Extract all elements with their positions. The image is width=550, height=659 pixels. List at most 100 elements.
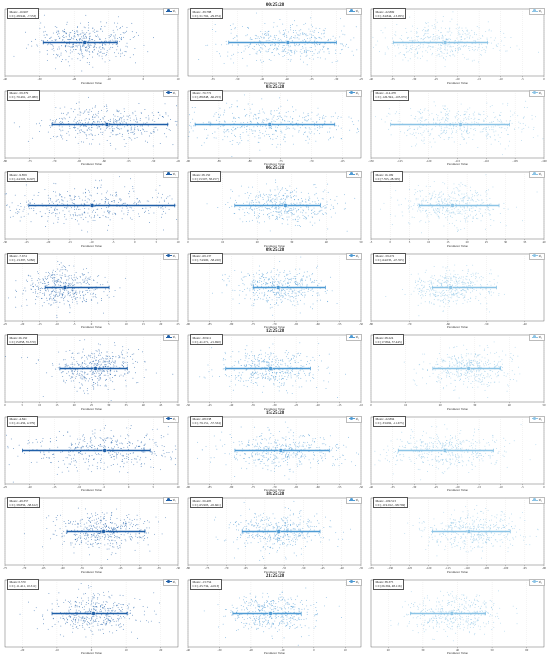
sample-point: [447, 138, 449, 140]
sample-point: [42, 292, 44, 294]
sample-point: [309, 202, 311, 204]
sample-point: [300, 191, 302, 193]
sample-point: [134, 48, 136, 49]
sample-point: [267, 299, 269, 301]
sample-point: [412, 46, 414, 48]
sample-point: [93, 216, 95, 218]
sample-point: [297, 34, 299, 35]
sample-point: [69, 294, 71, 296]
sample-point: [315, 192, 317, 194]
sample-point: [314, 30, 316, 32]
sample-point: [283, 30, 285, 31]
sample-point: [290, 38, 292, 40]
sample-point: [292, 121, 294, 122]
sample-point: [97, 188, 98, 189]
sample-point: [467, 127, 469, 129]
sample-point: [466, 132, 468, 134]
sample-point: [256, 44, 258, 46]
sample-point: [112, 127, 113, 129]
sample-point: [257, 289, 259, 291]
sample-point: [318, 127, 320, 129]
sample-point: [427, 47, 429, 49]
sample-point: [297, 283, 299, 284]
sample-point: [119, 286, 121, 288]
sample-point: [53, 276, 55, 278]
sample-point: [471, 29, 473, 31]
sample-point: [290, 37, 292, 39]
sample-point: [444, 203, 446, 205]
sample-point: [69, 125, 71, 127]
sample-point: [283, 194, 285, 196]
sample-point: [104, 25, 106, 27]
sample-point: [465, 209, 467, 211]
sample-point: [259, 277, 261, 279]
sample-point: [353, 123, 355, 125]
sample-point: [219, 114, 221, 116]
sample-point: [64, 296, 66, 298]
sample-point: [437, 49, 439, 51]
sample-point: [478, 46, 480, 48]
sample-point: [255, 52, 257, 54]
sample-point: [411, 133, 413, 135]
sample-point: [85, 121, 86, 123]
sample-point: [19, 125, 21, 127]
sample-point: [86, 50, 88, 52]
sample-point: [416, 205, 418, 207]
sample-point: [309, 39, 311, 41]
sample-point: [79, 53, 80, 55]
sample-point: [278, 30, 280, 32]
sample-point: [283, 271, 285, 273]
sample-point: [297, 34, 299, 36]
sample-point: [267, 208, 269, 210]
sample-point: [92, 39, 94, 41]
sample-point: [230, 32, 232, 34]
sample-point: [83, 281, 85, 283]
sample-point: [421, 120, 423, 122]
sample-point: [249, 114, 251, 116]
sample-point: [499, 114, 500, 116]
sample-point: [89, 44, 91, 46]
sample-point: [64, 275, 66, 277]
x-tick-label: 30: [290, 240, 294, 244]
sample-point: [79, 49, 81, 51]
sample-point: [466, 142, 468, 144]
mean-text: Mean: -22.869: [375, 9, 395, 14]
sample-point: [455, 203, 457, 205]
sample-point: [5, 193, 7, 195]
sample-point: [402, 40, 404, 42]
x-tick-label: 40: [325, 240, 329, 244]
sample-point: [49, 199, 51, 201]
sample-point: [80, 203, 82, 205]
sample-point: [71, 37, 73, 39]
sample-point: [117, 109, 118, 111]
sample-point: [412, 208, 414, 210]
sample-point: [263, 294, 265, 296]
sample-point: [401, 211, 403, 213]
sample-point: [294, 219, 296, 221]
sample-point: [510, 37, 512, 38]
sample-point: [99, 217, 101, 218]
sample-point: [84, 277, 86, 279]
x-tick-label: -60: [102, 159, 106, 163]
sample-point: [263, 37, 265, 39]
sample-point: [223, 111, 225, 113]
plot-frame: [4, 90, 179, 158]
sample-point: [251, 284, 253, 286]
sample-point: [474, 42, 476, 44]
sample-point: [523, 115, 525, 117]
legend-swatch: [348, 172, 355, 176]
sample-point: [500, 126, 502, 128]
sample-point: [272, 52, 273, 53]
sample-point: [121, 36, 123, 38]
sample-point: [422, 124, 424, 126]
sample-point: [517, 114, 519, 116]
sample-point: [415, 144, 417, 146]
sample-point: [447, 120, 449, 122]
sample-point: [340, 49, 342, 51]
sample-point: [86, 134, 88, 136]
sample-point: [306, 38, 308, 39]
sample-point: [297, 284, 299, 286]
sample-point: [343, 208, 345, 210]
sample-point: [139, 124, 141, 126]
sample-point: [269, 307, 271, 308]
